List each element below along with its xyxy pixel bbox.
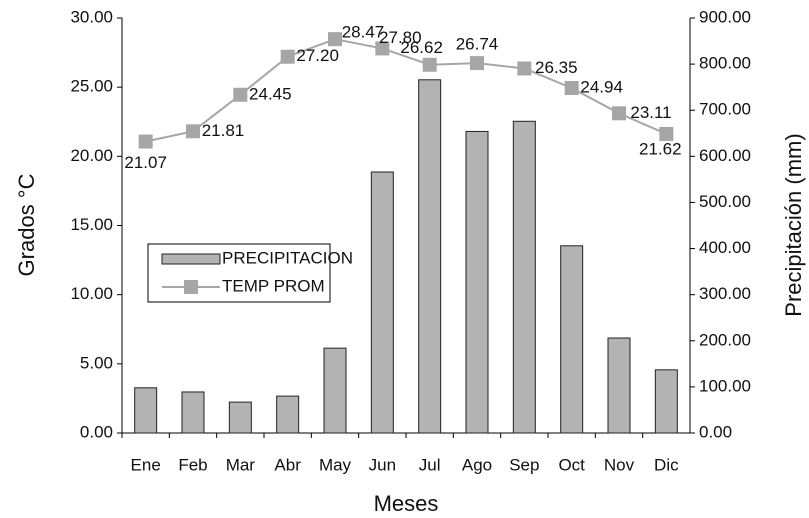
x-tick-label: Nov: [604, 455, 635, 474]
bar: [323, 347, 347, 434]
x-tick-label: Oct: [558, 455, 585, 474]
x-tick-label: Feb: [178, 455, 207, 474]
y2-axis-label: Precipitación (mm): [781, 133, 806, 316]
marker: [517, 61, 532, 76]
bar: [134, 387, 158, 434]
data-label: 24.45: [249, 84, 292, 103]
data-label: 21.62: [639, 139, 682, 158]
bar: [512, 120, 536, 434]
marker: [138, 134, 153, 149]
marker: [612, 106, 626, 121]
bar: [654, 369, 678, 434]
legend-label: PRECIPITACION: [222, 248, 353, 267]
x-tick-label: Dic: [654, 455, 679, 474]
y2-tick-label: 900.00: [699, 7, 751, 26]
y-tick-label: 30.00: [70, 7, 113, 26]
marker: [280, 49, 295, 64]
y2-tick-label: 500.00: [699, 192, 751, 211]
data-label: 21.81: [202, 121, 245, 140]
bar: [276, 395, 300, 434]
legend-label: TEMP PROM: [222, 276, 325, 295]
y2-tick-label: 700.00: [699, 100, 751, 119]
data-label: 23.11: [630, 103, 671, 122]
marker: [564, 80, 579, 95]
x-tick-label: Jul: [419, 455, 441, 474]
y2-tick-label: 0.00: [699, 422, 732, 441]
marker: [375, 41, 390, 56]
data-label: 21.07: [124, 153, 167, 172]
marker: [328, 32, 342, 47]
y-tick-label: 15.00: [70, 215, 113, 234]
marker: [186, 124, 200, 139]
y-tick-label: 25.00: [70, 77, 113, 96]
x-tick-label: Mar: [226, 455, 256, 474]
legend-swatch: [161, 253, 221, 265]
marker: [422, 57, 437, 72]
bar: [228, 401, 252, 434]
y-axis-label: Grados °C: [14, 173, 39, 276]
marker: [470, 56, 484, 71]
bar: [370, 171, 394, 434]
data-label: 24.94: [580, 77, 623, 96]
x-tick-label: Jun: [369, 455, 396, 474]
y2-tick-label: 100.00: [699, 376, 751, 395]
bar: [181, 391, 205, 434]
marker: [233, 87, 248, 102]
data-label: 26.74: [456, 35, 499, 54]
y-tick-label: 20.00: [70, 146, 113, 165]
data-label: 27.80: [379, 28, 422, 47]
bar: [560, 245, 584, 434]
x-tick-label: Abr: [274, 455, 301, 474]
data-label: 28.47: [342, 23, 385, 42]
marker: [659, 126, 674, 141]
x-tick-label: Ene: [131, 455, 161, 474]
y-tick-label: 5.00: [80, 353, 113, 372]
bar: [607, 337, 631, 434]
bar: [465, 130, 489, 434]
y2-tick-label: 300.00: [699, 284, 751, 303]
legend-marker: [184, 280, 198, 294]
y2-tick-label: 600.00: [699, 146, 751, 165]
line: [145, 38, 667, 143]
x-axis-label: Meses: [374, 491, 439, 516]
data-label: 26.62: [400, 38, 443, 57]
data-label: 26.35: [535, 58, 578, 77]
x-tick-label: Ago: [462, 455, 492, 474]
y2-tick-label: 400.00: [699, 238, 751, 257]
data-label: 27.20: [296, 46, 339, 65]
y2-tick-label: 200.00: [699, 330, 751, 349]
x-tick-label: Sep: [509, 455, 539, 474]
y-tick-label: 10.00: [70, 284, 113, 303]
y-tick-label: 0.00: [80, 422, 113, 441]
y2-tick-label: 800.00: [699, 54, 751, 73]
bar: [418, 79, 442, 434]
x-tick-label: May: [319, 455, 352, 474]
